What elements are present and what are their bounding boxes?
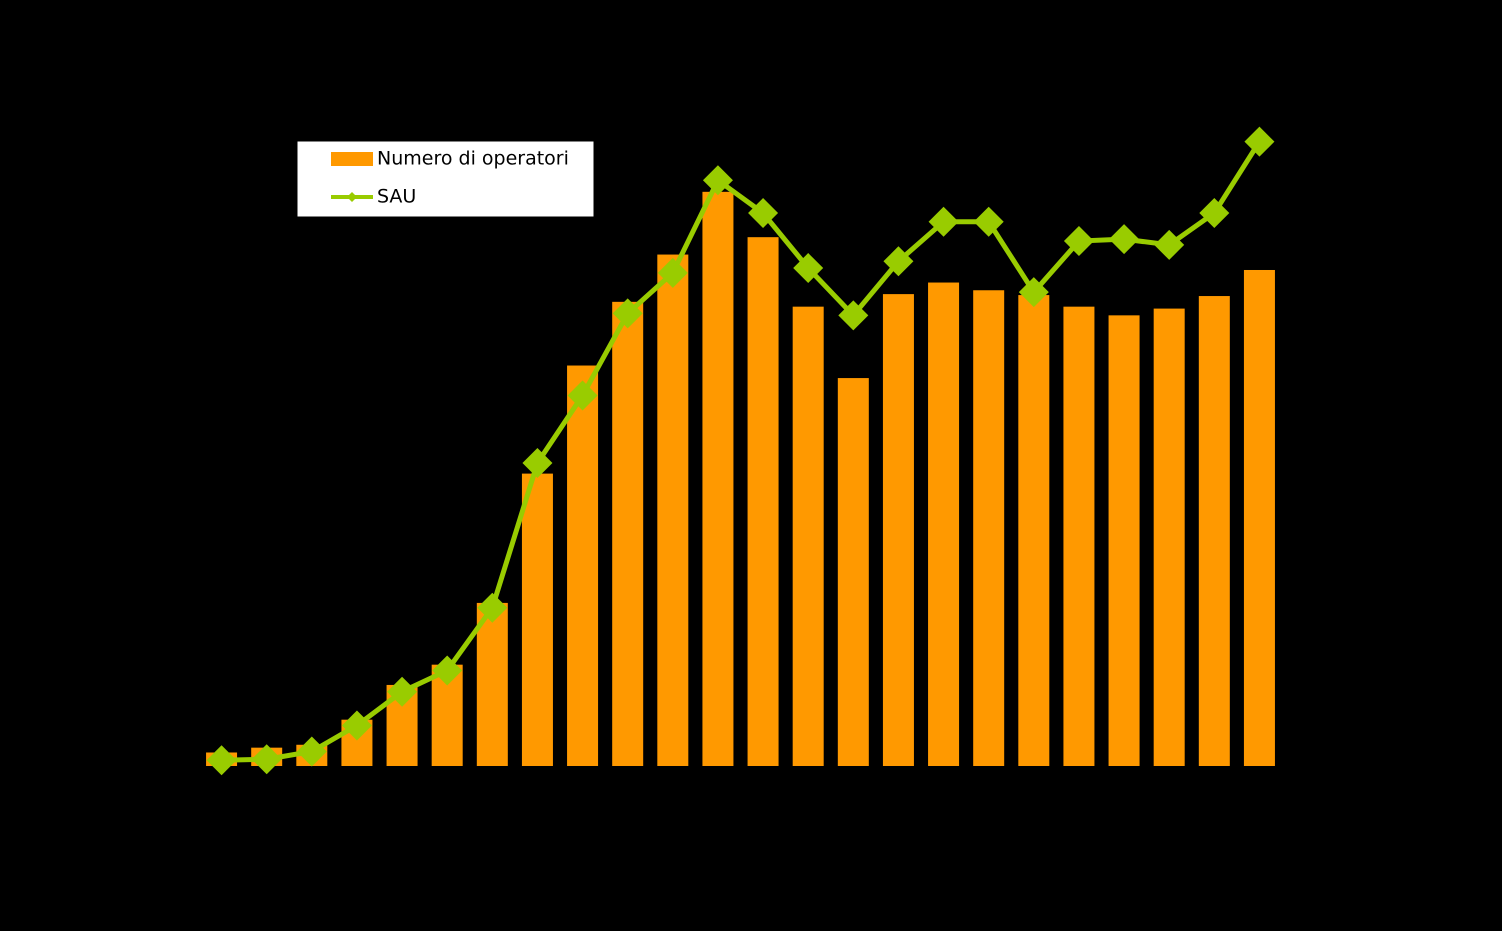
marker: [1244, 126, 1275, 157]
marker: [522, 447, 553, 478]
marker: [657, 257, 688, 288]
legend-label: Numero di operatori: [377, 148, 569, 170]
marker: [1018, 277, 1049, 308]
bar: [928, 282, 960, 766]
bar: [1108, 315, 1140, 766]
marker: [1154, 229, 1185, 260]
marker: [567, 380, 598, 411]
bar: [792, 306, 824, 766]
legend-marker: [347, 192, 357, 202]
bar: [1243, 269, 1275, 766]
marker: [838, 300, 869, 331]
marker: [702, 165, 733, 196]
marker: [387, 676, 418, 707]
bar: [1153, 308, 1185, 766]
bar: [1063, 306, 1095, 766]
bar: [837, 378, 869, 766]
marker: [973, 206, 1004, 237]
marker: [928, 206, 959, 237]
marker: [1109, 224, 1140, 255]
marker: [883, 246, 914, 277]
bar: [747, 237, 779, 766]
marker: [477, 592, 508, 623]
bar: [657, 254, 689, 767]
bar: [476, 602, 508, 766]
marker: [612, 298, 643, 329]
bar: [882, 294, 914, 766]
legend-swatch: [331, 152, 373, 166]
legend: Numero di operatori SAU: [296, 140, 595, 218]
marker: [296, 736, 327, 767]
marker: [748, 198, 779, 229]
legend-label: SAU: [377, 186, 416, 208]
marker: [251, 744, 282, 775]
marker: [432, 655, 463, 686]
bar: [973, 290, 1005, 766]
marker: [341, 710, 372, 741]
bar: [612, 301, 644, 766]
marker: [793, 253, 824, 284]
marker: [206, 745, 237, 776]
bar: [1198, 296, 1230, 766]
bar: [702, 191, 734, 766]
marker: [1063, 226, 1094, 257]
bar: [567, 365, 599, 766]
bar: [521, 473, 553, 766]
marker: [1199, 198, 1230, 229]
bar: [1018, 295, 1050, 766]
